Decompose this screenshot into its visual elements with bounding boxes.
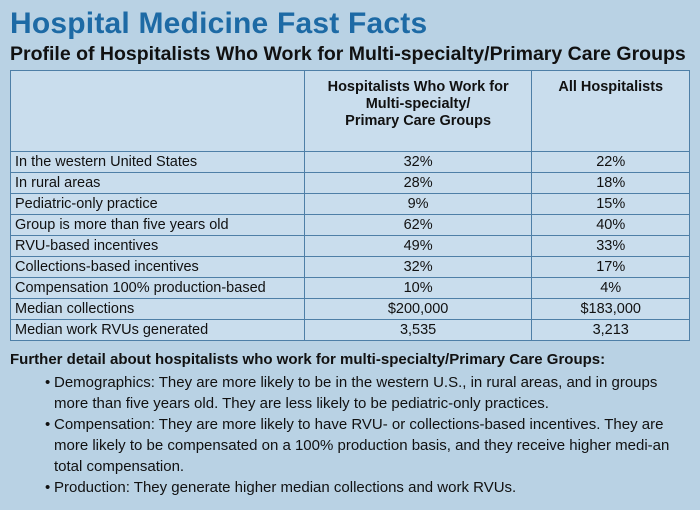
detail-section: Further detail about hospitalists who wo… [10, 350, 690, 498]
group-value: 28% [303, 172, 533, 194]
row-label: Median collections [10, 298, 305, 320]
row-label: Median work RVUs generated [10, 319, 305, 341]
bullet-icon: • [45, 416, 51, 433]
all-value: 40% [531, 214, 690, 236]
group-value: 32% [303, 151, 533, 173]
bullet-icon: • [45, 479, 51, 496]
bullet-text: Production: They generate higher median … [54, 479, 517, 496]
row-label: Collections-based incentives [10, 256, 305, 278]
bullet-icon: • [45, 374, 51, 391]
group-value: 10% [303, 277, 533, 299]
table-row: Collections-based incentives 32% 17% [10, 256, 690, 278]
all-value: 15% [531, 193, 690, 215]
table-row: Median work RVUs generated 3,535 3,213 [10, 319, 690, 341]
table-row: Pediatric-only practice 9% 15% [10, 193, 690, 215]
all-value: $183,000 [531, 298, 690, 320]
table-row: In rural areas 28% 18% [10, 172, 690, 194]
row-label: Compensation 100% production-based [10, 277, 305, 299]
list-item: • Production: They generate higher media… [45, 477, 690, 498]
group-value: 62% [303, 214, 533, 236]
list-item: • Compensation: They are more likely to … [45, 414, 690, 477]
table-header-row: Hospitalists Who Work for Multi-specialty… [10, 70, 690, 152]
page-title: Hospital Medicine Fast Facts [10, 7, 428, 40]
column-header-group: Hospitalists Who Work for Multi-specialty… [303, 70, 533, 152]
all-value: 33% [531, 235, 690, 257]
all-value: 4% [531, 277, 690, 299]
table-row: Compensation 100% production-based 10% 4… [10, 277, 690, 299]
column-header-label [10, 70, 305, 152]
table-row: RVU-based incentives 49% 33% [10, 235, 690, 257]
list-item: • Demographics: They are more likely to … [45, 372, 690, 414]
group-value: 32% [303, 256, 533, 278]
detail-title: Further detail about hospitalists who wo… [10, 351, 606, 368]
bullet-text: Compensation: They are more likely to ha… [54, 416, 670, 475]
detail-bullet-list: • Demographics: They are more likely to … [10, 372, 690, 498]
table-row: Median collections $200,000 $183,000 [10, 298, 690, 320]
page-subtitle: Profile of Hospitalists Who Work for Mul… [10, 43, 686, 65]
row-label: Pediatric-only practice [10, 193, 305, 215]
bullet-text: Demographics: They are more likely to be… [54, 374, 658, 412]
row-label: Group is more than five years old [10, 214, 305, 236]
group-value: $200,000 [303, 298, 533, 320]
group-value: 3,535 [303, 319, 533, 341]
column-header-all: All Hospitalists [531, 70, 690, 152]
all-value: 3,213 [531, 319, 690, 341]
table-row: In the western United States 32% 22% [10, 151, 690, 173]
group-value: 49% [303, 235, 533, 257]
all-value: 18% [531, 172, 690, 194]
row-label: In the western United States [10, 151, 305, 173]
all-value: 22% [531, 151, 690, 173]
row-label: RVU-based incentives [10, 235, 305, 257]
all-value: 17% [531, 256, 690, 278]
group-value: 9% [303, 193, 533, 215]
table-row: Group is more than five years old 62% 40… [10, 214, 690, 236]
row-label: In rural areas [10, 172, 305, 194]
facts-table: Hospitalists Who Work for Multi-specialty… [10, 70, 690, 341]
